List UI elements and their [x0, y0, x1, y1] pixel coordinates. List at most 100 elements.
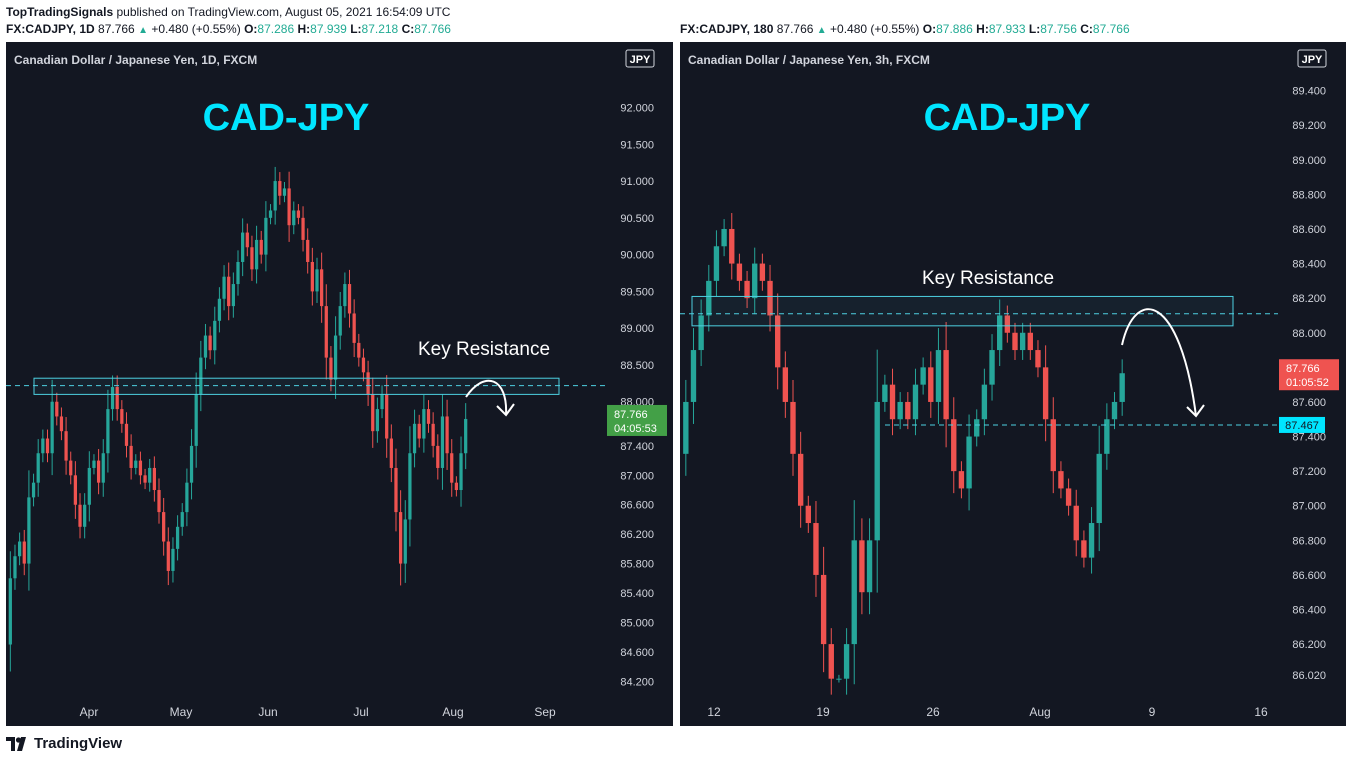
- y-tick-label: 88.800: [1292, 189, 1326, 201]
- candle-body: [259, 239, 263, 255]
- candle-body: [361, 357, 366, 373]
- forecast-arrow: [465, 379, 508, 416]
- candle-body: [208, 335, 212, 351]
- close-value: 87.766: [1092, 22, 1130, 36]
- candle-body: [213, 320, 217, 351]
- y-tick-label: 89.500: [620, 286, 654, 298]
- candle-body: [310, 261, 314, 292]
- key-resistance-label: Key Resistance: [922, 268, 1054, 289]
- y-tick-label: 88.400: [1292, 259, 1326, 271]
- candle-body: [882, 384, 888, 402]
- candle-body: [110, 387, 115, 410]
- candle-body: [1119, 373, 1125, 402]
- candle-body: [450, 453, 454, 483]
- candle-body: [440, 416, 445, 468]
- daily-chart-svg[interactable]: 92.000 91.500 91.000 90.500 90.000 89.500 89.0…: [6, 42, 673, 726]
- y-tick-label: 92.000: [620, 102, 654, 114]
- candle-body: [292, 210, 296, 226]
- candle-body: [96, 460, 101, 483]
- y-tick-label: 87.400: [1292, 432, 1326, 444]
- y-tick-label: 86.400: [1292, 605, 1326, 617]
- currency-badge-label: JPY: [1302, 54, 1323, 66]
- symbol-name: FX:CADJPY, 180: [680, 22, 774, 36]
- candle-body: [69, 460, 73, 476]
- candle-body: [92, 460, 96, 468]
- y-tick-label: 87.600: [1292, 397, 1326, 409]
- x-tick-label: 9: [1149, 705, 1156, 719]
- candle-body: [866, 540, 873, 593]
- candle-body: [273, 181, 277, 211]
- chart-panel-3h[interactable]: 89.400 89.200 89.000 88.800 88.600 88.400 88.2…: [680, 42, 1346, 726]
- candle-body: [1065, 488, 1072, 506]
- y-tick-label: 86.600: [1292, 570, 1326, 582]
- candle-body: [315, 269, 319, 292]
- candle-body: [417, 423, 421, 439]
- candle-body: [713, 246, 720, 281]
- y-tick-label: 87.000: [620, 470, 654, 482]
- key-resistance-label: Key Resistance: [418, 339, 550, 360]
- currency-badge: [625, 49, 655, 68]
- x-axis: 12 19 26 Aug 9 16: [707, 705, 1268, 719]
- forecast-arrow: [1121, 308, 1197, 417]
- candles: [8, 166, 468, 672]
- candle-body: [752, 263, 758, 299]
- candle-body: [8, 578, 12, 645]
- candle-body: [1111, 401, 1118, 420]
- x-tick-label: Jun: [258, 705, 277, 719]
- candle-body: [189, 445, 194, 483]
- chart-panel-daily[interactable]: 92.000 91.500 91.000 90.500 90.000 89.500 89.0…: [6, 42, 673, 726]
- symbol-name: FX:CADJPY, 1D: [6, 22, 95, 36]
- support-price-tag: [1279, 416, 1325, 433]
- candle-body: [1088, 523, 1095, 558]
- y-axis: 92.000 91.500 91.000 90.500 90.000 89.500 89.0…: [620, 102, 654, 688]
- x-tick-label: Aug: [1029, 705, 1050, 719]
- candle-body: [157, 490, 161, 513]
- low-value: 87.756: [1040, 22, 1077, 36]
- resistance-zone: [33, 377, 560, 395]
- candle-body: [1096, 453, 1102, 524]
- publish-info: published on TradingView.com, August 05,…: [116, 5, 451, 19]
- candle-body: [55, 401, 59, 417]
- tradingview-logo-icon: [6, 736, 26, 751]
- 3h-chart-svg[interactable]: 89.400 89.200 89.000 88.800 88.600 88.400 88.2…: [680, 42, 1346, 726]
- candle-body: [797, 453, 804, 506]
- y-tick-label: 86.200: [1292, 639, 1326, 651]
- candle-body: [254, 239, 259, 270]
- candle-body: [185, 482, 189, 513]
- candle-body: [371, 394, 375, 432]
- x-axis: Apr May Jun Jul Aug Sep: [80, 705, 556, 719]
- candle-body: [775, 315, 781, 368]
- last-price: 87.766: [776, 22, 814, 36]
- candle-body: [375, 409, 380, 432]
- panel-title: Canadian Dollar / Japanese Yen, 1D, FXCM: [14, 53, 258, 67]
- candle-body: [27, 497, 31, 564]
- y-tick-label: 87.400: [620, 441, 654, 453]
- tradingview-logo[interactable]: TradingView: [6, 735, 122, 752]
- y-tick-label: 84.600: [620, 647, 654, 659]
- candle-body: [981, 384, 988, 420]
- candle-body: [851, 540, 857, 645]
- y-tick-label: 86.800: [1292, 535, 1326, 547]
- symbol-line-left: FX:CADJPY, 1D 87.766 ▲ +0.480 (+0.55%) O…: [6, 22, 451, 36]
- y-tick-label: 86.020: [1292, 670, 1326, 682]
- candle-body: [73, 475, 77, 505]
- high-value: 87.939: [310, 22, 347, 36]
- y-tick-label: 89.200: [1292, 120, 1326, 132]
- candle-body: [790, 401, 796, 454]
- last-price-label: 87.766: [1286, 363, 1320, 375]
- x-tick-label: Apr: [80, 705, 99, 719]
- candle-body: [83, 504, 87, 527]
- y-tick-label: 90.000: [620, 250, 654, 262]
- candle-body: [920, 367, 926, 385]
- currency-badge: [1297, 49, 1327, 68]
- support-price-label: 87.467: [1285, 420, 1319, 432]
- candle-body: [124, 423, 129, 446]
- candle-body: [129, 445, 133, 468]
- x-tick-label: 26: [926, 705, 940, 719]
- candle-body: [1035, 350, 1041, 368]
- candle-body: [241, 232, 245, 262]
- x-tick-label: Aug: [442, 705, 463, 719]
- publisher-name[interactable]: TopTradingSignals: [6, 5, 114, 19]
- candle-body: [813, 523, 819, 575]
- candles: [683, 213, 1125, 695]
